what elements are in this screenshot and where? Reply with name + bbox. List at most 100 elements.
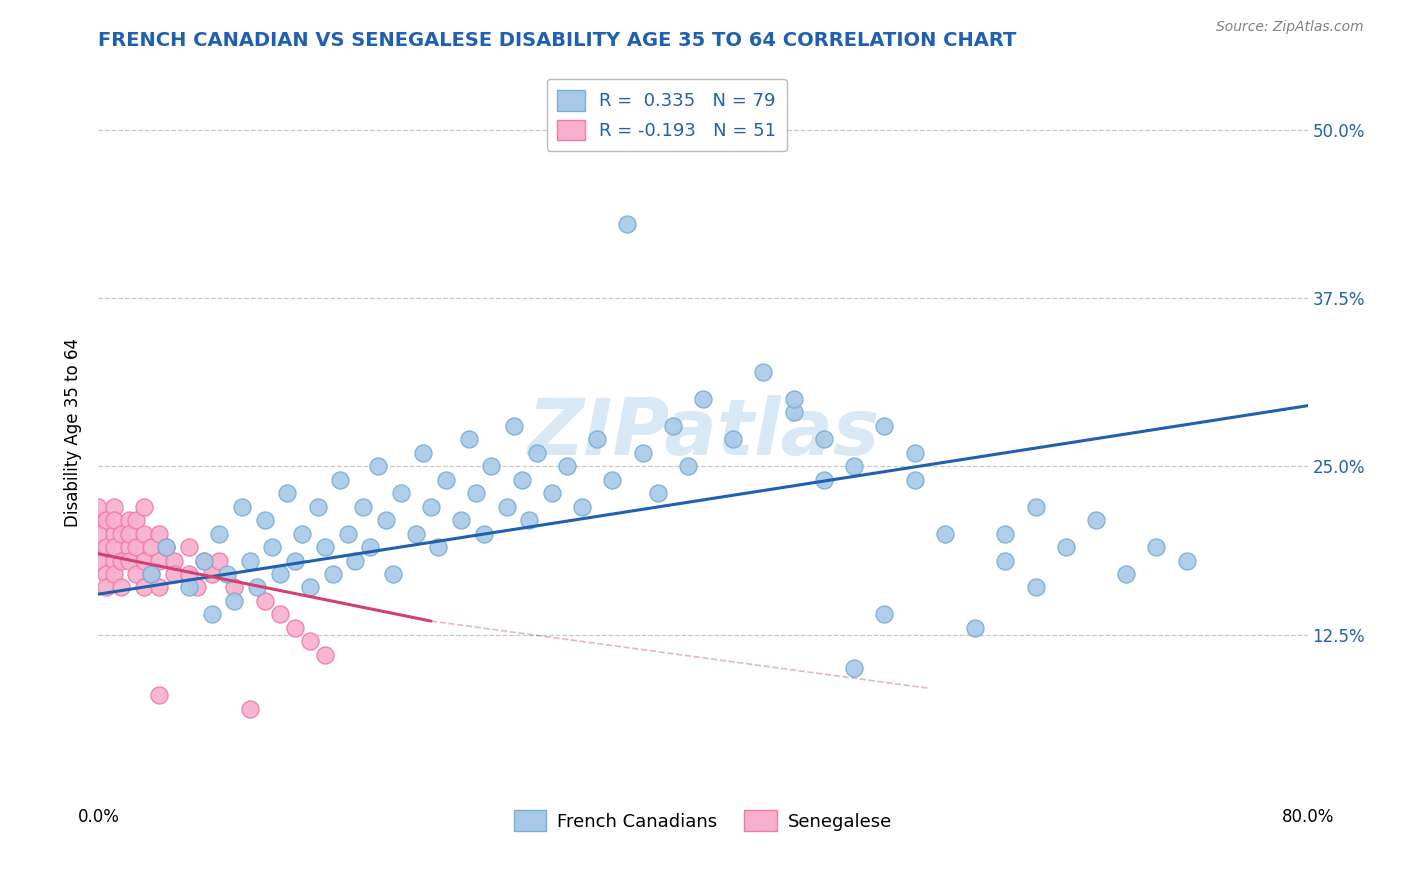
Point bbox=[231, 500, 253, 514]
Point bbox=[148, 526, 170, 541]
Point bbox=[965, 621, 987, 635]
Point bbox=[87, 513, 110, 527]
Point bbox=[367, 459, 389, 474]
Point bbox=[526, 446, 548, 460]
Point bbox=[314, 540, 336, 554]
Point bbox=[148, 581, 170, 595]
Point bbox=[276, 486, 298, 500]
Point bbox=[87, 553, 110, 567]
Point bbox=[616, 217, 638, 231]
Point bbox=[427, 540, 450, 554]
Point bbox=[291, 526, 314, 541]
Point bbox=[110, 581, 132, 595]
Point bbox=[94, 581, 117, 595]
Point bbox=[457, 433, 479, 447]
Point bbox=[299, 581, 322, 595]
Point bbox=[647, 486, 669, 500]
Point bbox=[246, 581, 269, 595]
Point bbox=[94, 513, 117, 527]
Point bbox=[125, 540, 148, 554]
Point bbox=[110, 553, 132, 567]
Point bbox=[103, 553, 125, 567]
Point bbox=[201, 607, 224, 622]
Point bbox=[87, 540, 110, 554]
Point bbox=[405, 526, 427, 541]
Point bbox=[412, 446, 434, 460]
Point bbox=[873, 418, 896, 433]
Point bbox=[118, 513, 141, 527]
Point bbox=[253, 513, 276, 527]
Point bbox=[307, 500, 329, 514]
Point bbox=[472, 526, 495, 541]
Point bbox=[215, 566, 238, 581]
Point bbox=[103, 513, 125, 527]
Point bbox=[224, 581, 246, 595]
Point bbox=[510, 473, 533, 487]
Point bbox=[193, 553, 215, 567]
Point bbox=[284, 553, 307, 567]
Point bbox=[1175, 553, 1198, 567]
Point bbox=[179, 566, 201, 581]
Point bbox=[132, 526, 155, 541]
Point bbox=[783, 405, 806, 419]
Point bbox=[239, 701, 262, 715]
Point bbox=[904, 446, 927, 460]
Point bbox=[314, 648, 336, 662]
Point bbox=[253, 594, 276, 608]
Point bbox=[692, 392, 714, 406]
Point bbox=[87, 526, 110, 541]
Text: FRENCH CANADIAN VS SENEGALESE DISABILITY AGE 35 TO 64 CORRELATION CHART: FRENCH CANADIAN VS SENEGALESE DISABILITY… bbox=[98, 31, 1017, 50]
Point bbox=[94, 540, 117, 554]
Point bbox=[155, 540, 177, 554]
Point bbox=[239, 553, 262, 567]
Point bbox=[586, 433, 609, 447]
Point bbox=[163, 566, 186, 581]
Point bbox=[125, 513, 148, 527]
Point bbox=[299, 634, 322, 648]
Point bbox=[208, 553, 231, 567]
Point bbox=[481, 459, 503, 474]
Point bbox=[450, 513, 472, 527]
Point bbox=[201, 566, 224, 581]
Point bbox=[1115, 566, 1137, 581]
Y-axis label: Disability Age 35 to 64: Disability Age 35 to 64 bbox=[65, 338, 83, 527]
Point bbox=[389, 486, 412, 500]
Point bbox=[148, 553, 170, 567]
Point bbox=[352, 500, 374, 514]
Point bbox=[555, 459, 578, 474]
Point bbox=[420, 500, 443, 514]
Point bbox=[329, 473, 352, 487]
Point bbox=[155, 540, 177, 554]
Point bbox=[813, 473, 835, 487]
Point bbox=[125, 566, 148, 581]
Point bbox=[141, 540, 163, 554]
Point bbox=[110, 526, 132, 541]
Point bbox=[224, 594, 246, 608]
Point bbox=[118, 540, 141, 554]
Point bbox=[934, 526, 956, 541]
Point bbox=[269, 566, 291, 581]
Text: ZIPatlas: ZIPatlas bbox=[527, 394, 879, 471]
Point bbox=[723, 433, 745, 447]
Point bbox=[602, 473, 624, 487]
Point bbox=[844, 459, 866, 474]
Point bbox=[179, 540, 201, 554]
Point bbox=[118, 553, 141, 567]
Point bbox=[813, 433, 835, 447]
Point bbox=[132, 500, 155, 514]
Point bbox=[873, 607, 896, 622]
Point bbox=[676, 459, 699, 474]
Point bbox=[1024, 581, 1046, 595]
Point bbox=[103, 566, 125, 581]
Point bbox=[661, 418, 683, 433]
Point bbox=[132, 553, 155, 567]
Point bbox=[495, 500, 517, 514]
Point bbox=[1144, 540, 1167, 554]
Point bbox=[336, 526, 359, 541]
Point bbox=[193, 553, 215, 567]
Point bbox=[208, 526, 231, 541]
Point bbox=[517, 513, 540, 527]
Point bbox=[1085, 513, 1108, 527]
Point bbox=[94, 566, 117, 581]
Point bbox=[118, 526, 141, 541]
